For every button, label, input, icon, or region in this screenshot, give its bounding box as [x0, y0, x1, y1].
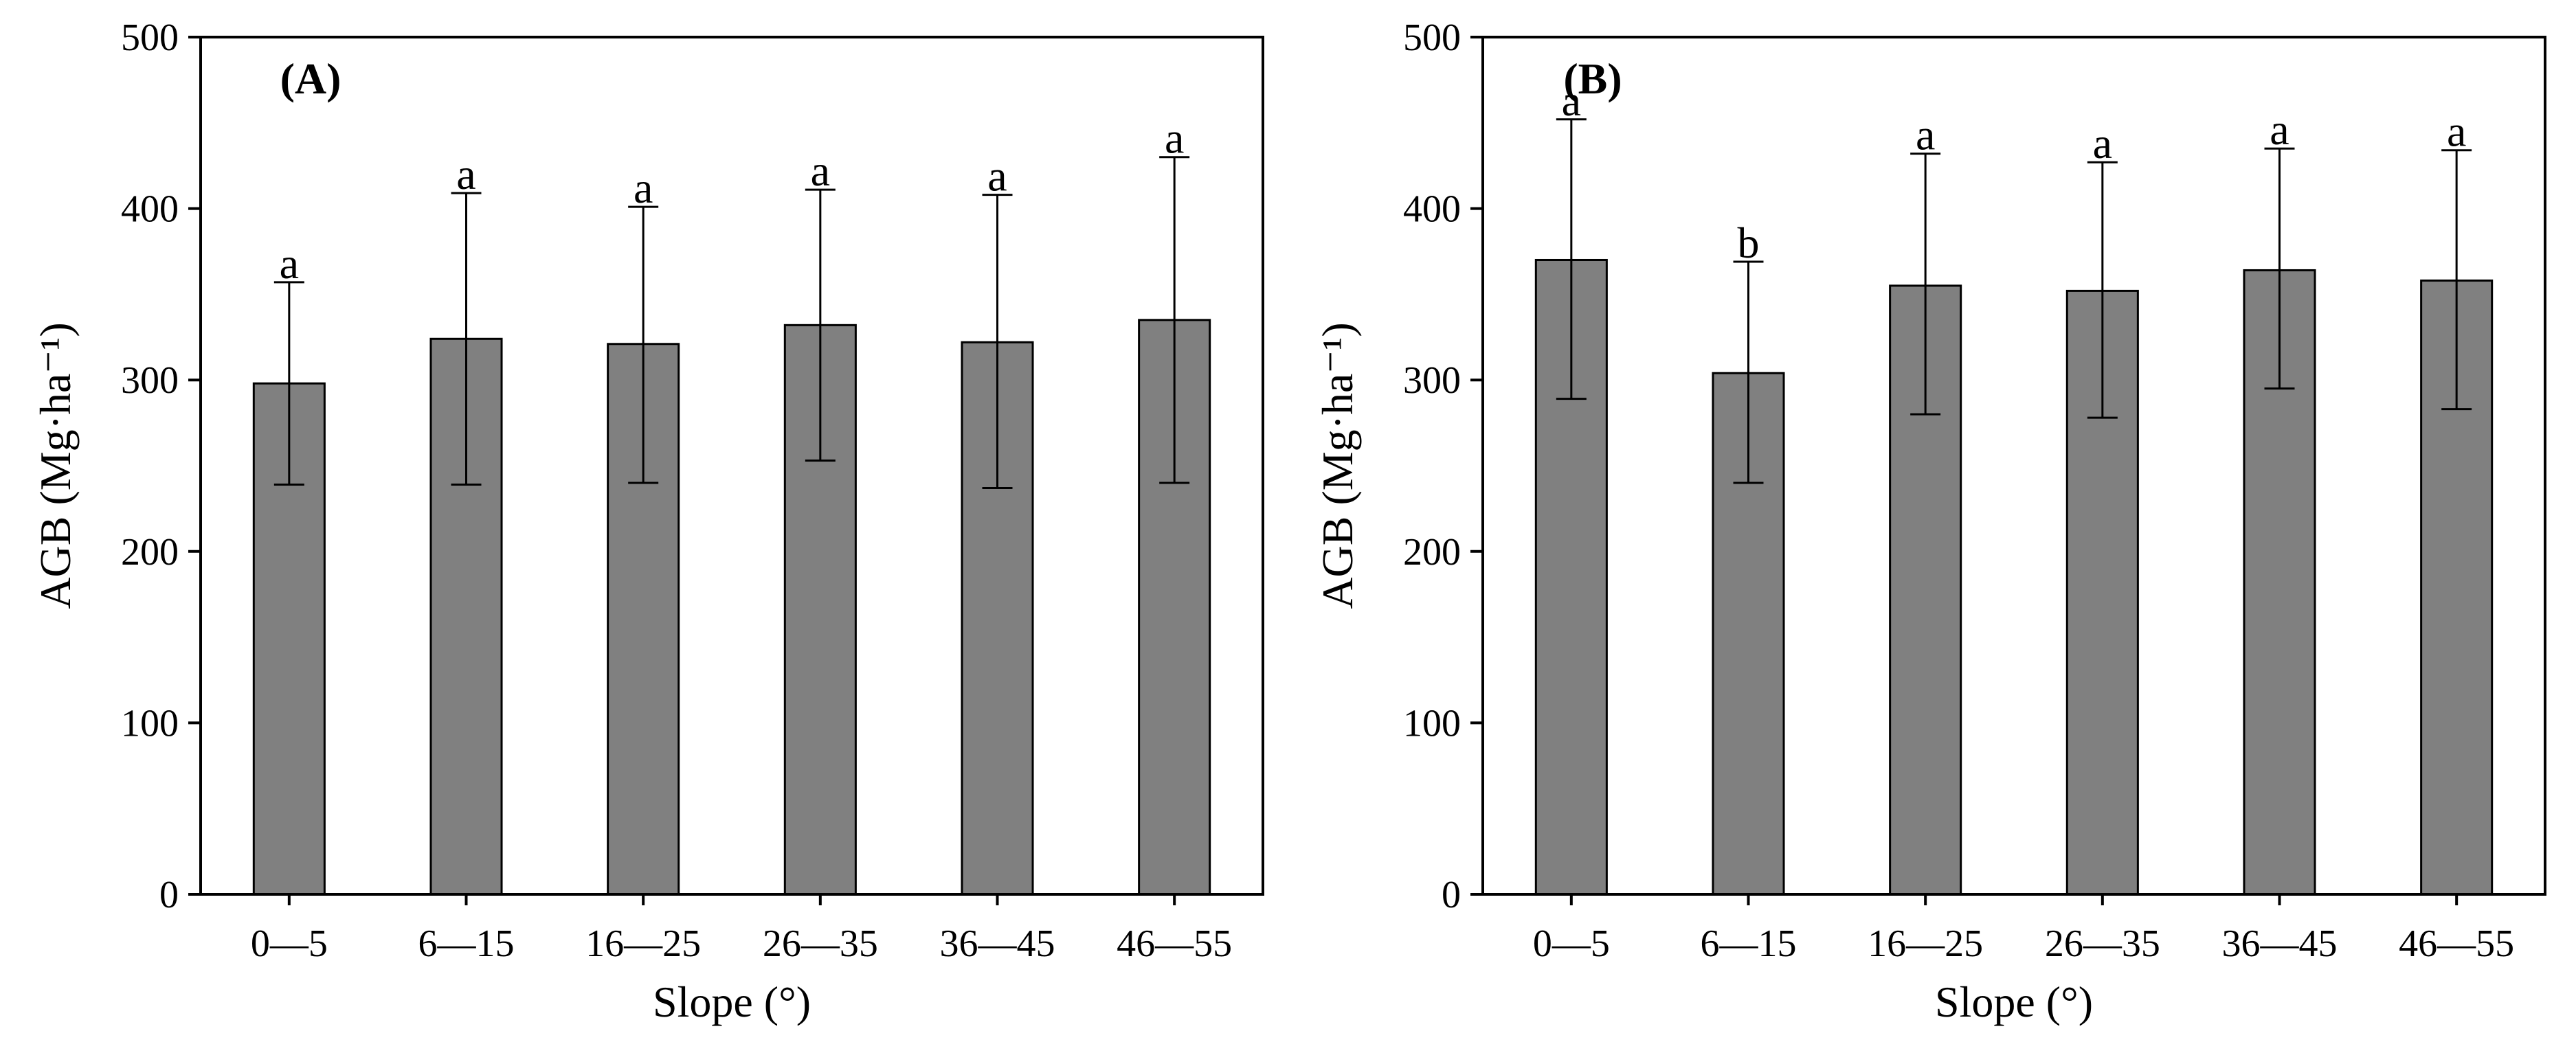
y-tick-label: 500	[1403, 16, 1461, 59]
significance-letter: a	[2270, 105, 2289, 154]
y-tick-label: 500	[121, 16, 179, 59]
y-tick-label: 400	[121, 188, 179, 231]
x-tick-label: 6—15	[418, 922, 515, 965]
significance-letter: a	[2447, 107, 2466, 156]
significance-letter: a	[1562, 76, 1581, 125]
y-tick-label: 100	[121, 702, 179, 745]
x-tick-label: 0—5	[1533, 922, 1610, 965]
y-tick-label: 300	[1403, 359, 1461, 402]
x-tick-label: 6—15	[1701, 922, 1797, 965]
x-tick-label: 26—35	[2045, 922, 2160, 965]
panel-label: (A)	[280, 54, 341, 103]
x-tick-label: 0—5	[251, 922, 328, 965]
chart-panel-a: a 0—5 a 6—15 a 16—25 a 26—35 a 36—45 a 46—55 0 100 200…	[31, 16, 1264, 1026]
significance-letter: a	[280, 239, 299, 288]
x-tick-label: 36—45	[940, 922, 1055, 965]
chart-panel-b: a 0—5 b 6—15 a 16—25 a 26—35 a 36—45 a 46—55 0 100 200…	[1313, 16, 2546, 1026]
x-axis-title: Slope (°)	[653, 977, 811, 1026]
significance-letter: a	[1916, 111, 1935, 159]
x-axis-title: Slope (°)	[1935, 977, 2093, 1026]
y-tick-label: 200	[121, 531, 179, 574]
x-tick-label: 36—45	[2222, 922, 2338, 965]
y-tick-label: 0	[1442, 874, 1461, 916]
significance-letter: a	[987, 152, 1007, 201]
x-tick-label: 46—55	[1117, 922, 1232, 965]
significance-letter: a	[456, 150, 475, 199]
x-tick-label: 16—25	[585, 922, 701, 965]
x-tick-label: 16—25	[1868, 922, 1983, 965]
y-tick-label: 0	[159, 874, 179, 916]
x-tick-label: 26—35	[763, 922, 878, 965]
y-tick-label: 400	[1403, 188, 1461, 231]
significance-letter: b	[1738, 218, 1760, 267]
y-axis-title: AGB (Mg·ha⁻¹)	[31, 322, 80, 609]
plot-frame	[199, 36, 1264, 896]
significance-letter: a	[2093, 119, 2112, 168]
y-tick-label: 200	[1403, 531, 1461, 574]
significance-letter: a	[1165, 114, 1184, 163]
y-tick-label: 100	[1403, 702, 1461, 745]
panel-label: (B)	[1563, 54, 1622, 103]
y-tick-label: 300	[121, 359, 179, 402]
significance-letter: a	[634, 163, 653, 212]
significance-letter: a	[811, 146, 830, 195]
x-tick-label: 46—55	[2399, 922, 2514, 965]
plot-frame	[1481, 36, 2546, 896]
y-axis-title: AGB (Mg·ha⁻¹)	[1313, 322, 1362, 609]
